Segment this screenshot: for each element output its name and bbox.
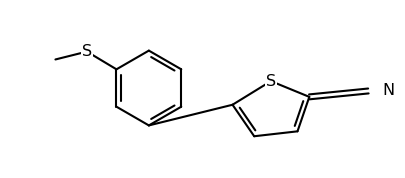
Text: S: S (82, 44, 92, 59)
Text: N: N (381, 83, 393, 98)
Text: S: S (265, 74, 275, 89)
